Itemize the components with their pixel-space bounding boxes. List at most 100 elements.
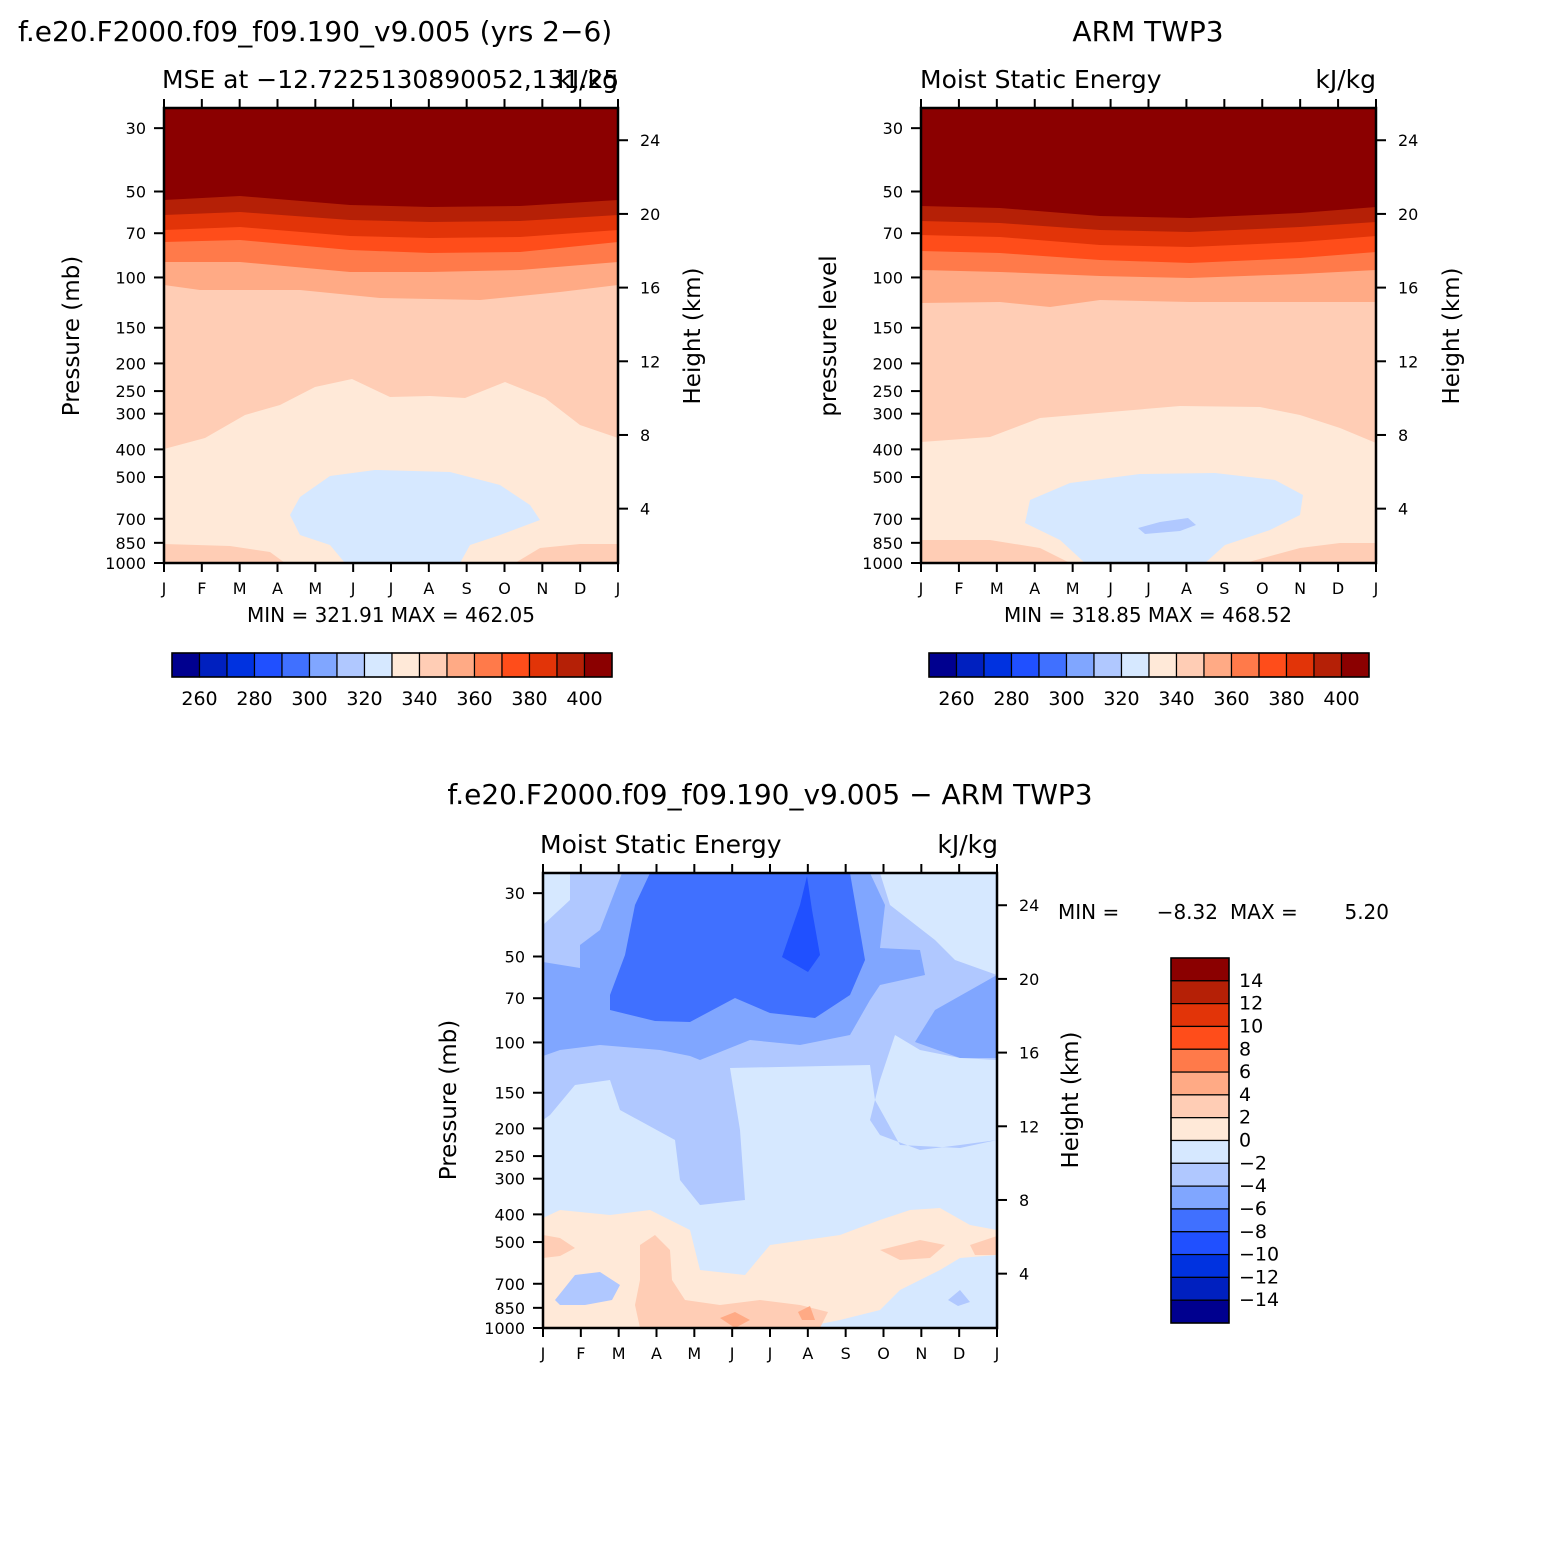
height-tick-label: 16: [1398, 279, 1418, 298]
height-tick-label: 4: [1019, 1265, 1029, 1284]
colorbar-swatch: [226, 652, 256, 678]
colorbar-swatch: [983, 652, 1013, 678]
colorbar-swatch: [1170, 1162, 1230, 1187]
y-tick-label: 250: [115, 382, 146, 401]
colorbar-swatch: [1120, 652, 1150, 678]
colorbar-label: −8: [1239, 1221, 1267, 1243]
colorbar-swatch: [253, 652, 283, 678]
panel-model-units: kJ/kg: [557, 65, 618, 94]
colorbar-label: −2: [1239, 1152, 1267, 1174]
y-tick-label: 1000: [862, 554, 903, 573]
x-tick-label: J: [1145, 579, 1151, 598]
band-minus10-minus8: [782, 876, 820, 972]
panel-model-subtitle: MSE at −12.7225130890052,131.25: [162, 65, 619, 94]
colorbar-label: 0: [1239, 1130, 1251, 1152]
panel-observed-colorbar: 260 280 300 320 340 360 380 400: [928, 652, 1370, 710]
height-tick-label: 8: [1398, 426, 1408, 445]
y-tick-label: 100: [115, 268, 146, 287]
colorbar-label: 400: [566, 688, 602, 710]
colorbar-label: 300: [1048, 688, 1084, 710]
x-tick-label: J: [1373, 579, 1379, 598]
panel-difference-ylabel: Pressure (mb): [436, 1020, 462, 1180]
y-tick-label: 70: [505, 989, 525, 1008]
colorbar-label: 280: [993, 688, 1029, 710]
x-tick-label: J: [918, 579, 924, 598]
x-tick-label: J: [540, 1344, 546, 1363]
panel-model-minmax: MIN = 321.91 MAX = 462.05: [247, 603, 535, 627]
x-tick-label: J: [615, 579, 621, 598]
colorbar-swatch: [418, 652, 448, 678]
colorbar-label: 380: [511, 688, 547, 710]
x-tick-label: F: [197, 579, 206, 598]
colorbar-swatch: [1148, 652, 1178, 678]
height-tick-label: 20: [1398, 205, 1418, 224]
x-tick-label: M: [687, 1344, 701, 1363]
panel-model-ylabel-right: Height (km): [680, 267, 706, 404]
colorbar-label: 340: [1158, 688, 1194, 710]
height-tick-label: 12: [640, 352, 660, 371]
x-tick-label: S: [462, 579, 472, 598]
y-tick-label: 700: [115, 510, 146, 529]
band-340-bottom: [164, 544, 618, 563]
panel-difference-min-label: MIN =: [1058, 900, 1119, 924]
colorbar-swatch: [583, 652, 613, 678]
colorbar-label: 260: [938, 688, 974, 710]
x-tick-label: F: [954, 579, 963, 598]
colorbar-swatch: [1170, 1071, 1230, 1096]
colorbar-swatch: [928, 652, 958, 678]
colorbar-swatch: [1340, 652, 1370, 678]
y-tick-label: 1000: [484, 1319, 525, 1338]
colorbar-label: 300: [291, 688, 327, 710]
panel-model-field: [164, 108, 618, 563]
panel-difference-units: kJ/kg: [937, 830, 998, 859]
panel-observed-units: kJ/kg: [1315, 65, 1376, 94]
y-tick-label: 30: [883, 119, 903, 138]
x-tick-label: M: [233, 579, 247, 598]
colorbar-label: −4: [1239, 1175, 1267, 1197]
colorbar-label: −12: [1239, 1266, 1279, 1288]
panel-difference-ylabel-right: Height (km): [1058, 1031, 1084, 1168]
height-tick-label: 16: [1019, 1044, 1039, 1063]
y-tick-label: 200: [872, 354, 903, 373]
y-tick-label: 1000: [105, 554, 146, 573]
height-tick-label: 24: [1398, 131, 1418, 150]
panel-observed-minmax: MIN = 318.85 MAX = 468.52: [1004, 603, 1292, 627]
x-tick-label: D: [1332, 579, 1344, 598]
colorbar-label: 320: [346, 688, 382, 710]
colorbar-swatch: [1170, 1299, 1230, 1324]
x-tick-label: M: [990, 579, 1004, 598]
height-tick-label: 12: [1019, 1117, 1039, 1136]
panel-observed-axes: J F M A M J J A S O N D J 30 50 70 100 150 200 250 300 400 500…: [862, 99, 1418, 598]
y-tick-label: 850: [872, 534, 903, 553]
panel-difference-max-label: MAX =: [1230, 900, 1298, 924]
x-tick-label: J: [729, 1344, 735, 1363]
x-tick-label: N: [915, 1344, 927, 1363]
panel-observed-field: [921, 108, 1376, 563]
colorbar-frame: [171, 652, 613, 678]
y-tick-label: 50: [126, 183, 146, 202]
panel-difference-title: f.e20.F2000.f09_f09.190_v9.005 − ARM TWP…: [447, 778, 1092, 811]
band-320: [1025, 473, 1303, 563]
y-tick-label: 300: [872, 405, 903, 424]
colorbar-swatch: [1170, 1117, 1230, 1142]
colorbar-label: 280: [236, 688, 272, 710]
band-4-6: [720, 1306, 815, 1328]
colorbar-label: 12: [1239, 993, 1263, 1015]
colorbar-label: 14: [1239, 970, 1263, 992]
colorbar-swatch: [1010, 652, 1040, 678]
colorbar-swatch: [473, 652, 503, 678]
y-tick-label: 500: [494, 1233, 525, 1252]
y-tick-label: 700: [494, 1275, 525, 1294]
colorbar-swatch: [446, 652, 476, 678]
panel-model-axes: J F M A M J J A S O N D J 30 50 70 100 150 200 250 300 400 500…: [105, 99, 660, 598]
colorbar-label: 400: [1323, 688, 1359, 710]
x-tick-label: D: [574, 579, 586, 598]
colorbar-swatch: [391, 652, 421, 678]
x-tick-label: J: [767, 1344, 773, 1363]
colorbar-label: 340: [401, 688, 437, 710]
x-tick-label: N: [536, 579, 548, 598]
panel-observed-title: ARM TWP3: [1072, 15, 1223, 48]
colorbar-swatch: [528, 652, 558, 678]
colorbar-swatch: [1170, 1094, 1230, 1119]
